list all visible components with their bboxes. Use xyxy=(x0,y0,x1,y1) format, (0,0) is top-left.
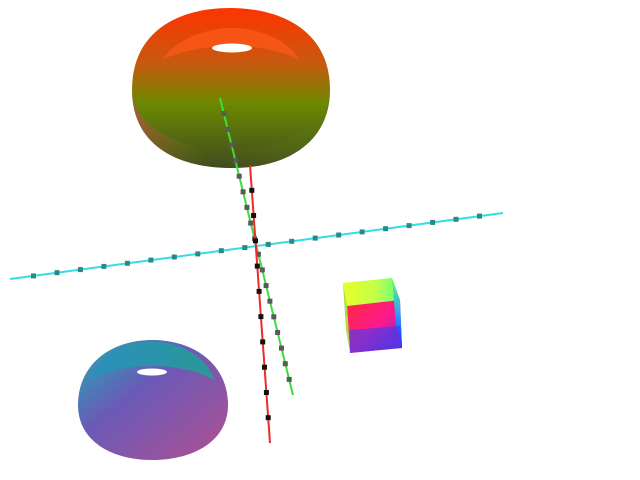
cube-top-face xyxy=(343,278,400,306)
z-axis-tick xyxy=(249,187,255,193)
x-axis-tick xyxy=(124,260,130,266)
y-axis-tick xyxy=(263,283,269,289)
lower-hemisphere-rim xyxy=(90,342,215,380)
x-axis-tick xyxy=(265,241,271,247)
z-axis-tick xyxy=(254,263,260,269)
y-axis-tick xyxy=(232,158,238,163)
cube[interactable] xyxy=(343,278,402,353)
y-axis-tick xyxy=(236,173,242,179)
y-axis-tick xyxy=(240,189,246,195)
y-axis-tick xyxy=(286,376,292,382)
cube-left-face xyxy=(343,283,350,353)
x-axis-tick xyxy=(430,219,436,225)
lower-hemisphere-opening xyxy=(137,368,167,376)
x-axis-tick xyxy=(148,257,154,263)
z-axis-tick xyxy=(258,314,264,320)
x-axis-tick xyxy=(289,238,295,244)
cube-bottom-shade xyxy=(350,326,402,353)
z-axis-tick xyxy=(265,415,271,421)
z-axis-tick xyxy=(253,238,258,244)
z-axis-tick xyxy=(263,390,269,395)
x-axis-tick xyxy=(406,223,412,229)
x-axis-tick xyxy=(54,270,60,276)
upper-hemisphere-opening xyxy=(212,43,252,53)
y-axis-tick xyxy=(271,314,277,320)
x-axis-tick xyxy=(242,245,248,251)
x-axis-tick xyxy=(312,235,318,241)
x-axis-tick xyxy=(359,229,365,235)
y-axis-tick xyxy=(275,330,281,335)
z-axis-line xyxy=(249,164,271,444)
x-axis-tick xyxy=(77,267,83,273)
upper-hemisphere[interactable] xyxy=(132,8,330,168)
y-axis-tick xyxy=(259,267,265,273)
lower-hemisphere[interactable] xyxy=(78,340,228,460)
y-axis-tick xyxy=(244,204,250,210)
y-axis-tick xyxy=(267,298,273,304)
x-axis-tick xyxy=(171,254,177,260)
z-axis-tick xyxy=(260,339,266,345)
x-axis-tick xyxy=(31,273,36,279)
x-axis-tick xyxy=(383,226,389,232)
y-axis-tick xyxy=(255,251,261,257)
z-axis-tick xyxy=(256,288,262,294)
z-axis-tick xyxy=(251,213,257,218)
z-axis-tick xyxy=(262,364,267,370)
x-axis-tick xyxy=(453,216,459,222)
y-axis-tick xyxy=(221,111,227,117)
x-axis-tick xyxy=(195,251,201,257)
y-axis-tick xyxy=(225,126,231,132)
y-axis-tick xyxy=(282,361,288,367)
y-axis-tick xyxy=(229,142,234,148)
upper-hemisphere-shade xyxy=(132,90,330,168)
x-axis-tick xyxy=(336,232,342,238)
axes xyxy=(9,97,504,444)
x-axis-tick xyxy=(218,248,224,254)
x-axis-tick xyxy=(101,263,107,269)
x-axis-tick xyxy=(477,213,482,219)
y-axis-tick xyxy=(248,220,254,226)
y-axis-tick xyxy=(279,345,284,351)
